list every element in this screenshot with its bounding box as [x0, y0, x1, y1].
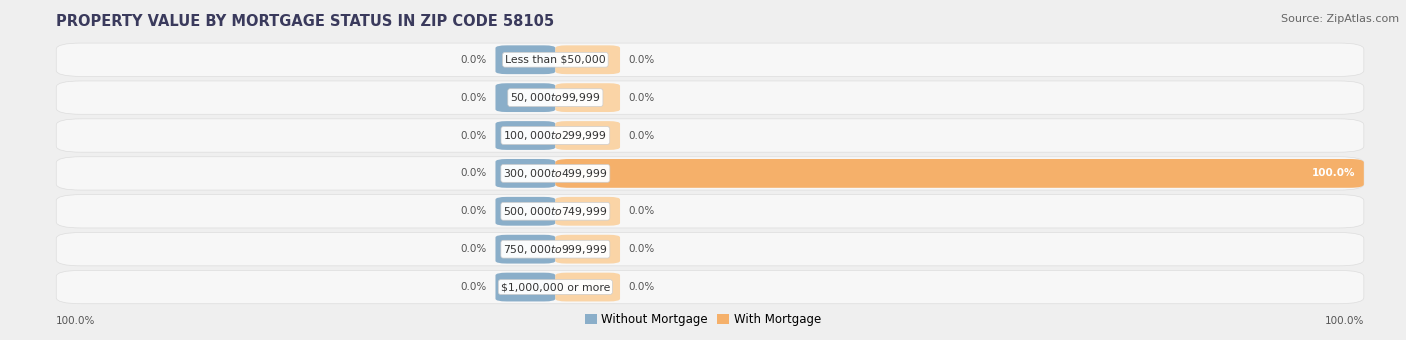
- Text: 0.0%: 0.0%: [628, 92, 655, 103]
- FancyBboxPatch shape: [495, 45, 555, 74]
- Text: $1,000,000 or more: $1,000,000 or more: [501, 282, 610, 292]
- FancyBboxPatch shape: [495, 235, 555, 264]
- Text: 0.0%: 0.0%: [628, 131, 655, 140]
- Text: PROPERTY VALUE BY MORTGAGE STATUS IN ZIP CODE 58105: PROPERTY VALUE BY MORTGAGE STATUS IN ZIP…: [56, 14, 554, 29]
- FancyBboxPatch shape: [56, 43, 1364, 76]
- Text: 0.0%: 0.0%: [461, 168, 486, 179]
- Text: 0.0%: 0.0%: [628, 206, 655, 216]
- FancyBboxPatch shape: [555, 235, 620, 264]
- Text: $750,000 to $999,999: $750,000 to $999,999: [503, 243, 607, 256]
- FancyBboxPatch shape: [555, 159, 1364, 188]
- Text: 0.0%: 0.0%: [461, 244, 486, 254]
- Text: 0.0%: 0.0%: [461, 92, 486, 103]
- Legend: Without Mortgage, With Mortgage: Without Mortgage, With Mortgage: [581, 308, 825, 331]
- Text: 0.0%: 0.0%: [628, 55, 655, 65]
- Text: 0.0%: 0.0%: [461, 206, 486, 216]
- FancyBboxPatch shape: [56, 194, 1364, 228]
- FancyBboxPatch shape: [56, 119, 1364, 152]
- Text: 0.0%: 0.0%: [628, 282, 655, 292]
- Text: 0.0%: 0.0%: [461, 131, 486, 140]
- FancyBboxPatch shape: [56, 270, 1364, 304]
- Text: 100.0%: 100.0%: [1312, 168, 1355, 179]
- FancyBboxPatch shape: [495, 273, 555, 302]
- FancyBboxPatch shape: [56, 157, 1364, 190]
- FancyBboxPatch shape: [555, 273, 620, 302]
- FancyBboxPatch shape: [56, 81, 1364, 114]
- FancyBboxPatch shape: [495, 83, 555, 112]
- Text: Source: ZipAtlas.com: Source: ZipAtlas.com: [1281, 14, 1399, 23]
- FancyBboxPatch shape: [495, 197, 555, 226]
- FancyBboxPatch shape: [555, 45, 620, 74]
- Text: $500,000 to $749,999: $500,000 to $749,999: [503, 205, 607, 218]
- FancyBboxPatch shape: [555, 197, 620, 226]
- Text: 100.0%: 100.0%: [1324, 317, 1364, 326]
- Text: 0.0%: 0.0%: [628, 244, 655, 254]
- Text: 0.0%: 0.0%: [461, 282, 486, 292]
- Text: 0.0%: 0.0%: [461, 55, 486, 65]
- FancyBboxPatch shape: [56, 233, 1364, 266]
- FancyBboxPatch shape: [555, 83, 620, 112]
- Text: $300,000 to $499,999: $300,000 to $499,999: [503, 167, 607, 180]
- Text: Less than $50,000: Less than $50,000: [505, 55, 606, 65]
- FancyBboxPatch shape: [495, 121, 555, 150]
- FancyBboxPatch shape: [555, 121, 620, 150]
- Text: $100,000 to $299,999: $100,000 to $299,999: [503, 129, 607, 142]
- Text: $50,000 to $99,999: $50,000 to $99,999: [510, 91, 600, 104]
- Text: 100.0%: 100.0%: [56, 317, 96, 326]
- FancyBboxPatch shape: [495, 159, 555, 188]
